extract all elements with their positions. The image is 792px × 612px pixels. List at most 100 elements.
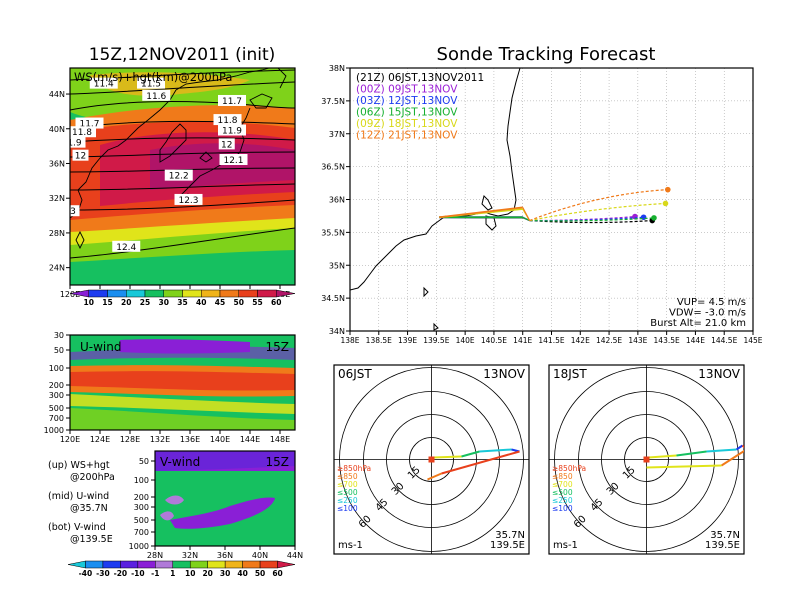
track-descent	[529, 189, 668, 222]
map-lat-label: 32N	[49, 194, 65, 203]
height-label-box	[174, 193, 203, 205]
colorbar-swatch	[276, 289, 296, 298]
track-lon-label: 138.5E	[366, 336, 392, 345]
colorbar-label: 40	[237, 569, 247, 578]
map-lon-label: 120E	[60, 290, 80, 299]
track-descent	[529, 219, 653, 224]
hodograph-time: 18JST	[553, 367, 587, 381]
hodograph-segment	[427, 472, 442, 481]
hodograph-segment	[646, 464, 722, 469]
colorbar-swatch	[102, 560, 121, 569]
title-left: 15Z,12NOV2011 (init)	[89, 45, 276, 65]
colorbar-swatch	[163, 289, 183, 298]
v-lat-label: 28N	[147, 551, 163, 560]
legend-line: @35.7N	[70, 503, 108, 514]
track-grid	[350, 68, 753, 331]
hodograph-segment	[648, 454, 677, 459]
hodograph-segment	[441, 450, 520, 475]
height-label-box	[219, 154, 248, 166]
hodograph-date: 13NOV	[483, 367, 525, 381]
hodograph-unit: ms-1	[338, 540, 363, 551]
hodograph-segment	[676, 450, 707, 457]
track-lon-label: 144.5E	[711, 336, 737, 345]
track-lon-label: 143.5E	[654, 336, 680, 345]
track-lat-label: 36.5N	[321, 163, 345, 172]
height-label-box	[164, 169, 193, 181]
height-label: 12.2	[169, 172, 189, 182]
v-panel-label: V-wind	[160, 455, 200, 469]
hodograph-level-key: ≤700	[337, 480, 358, 489]
colorbar-label: -10	[131, 569, 145, 578]
colorbar-swatch	[277, 560, 296, 569]
colorbar-swatch	[259, 560, 278, 569]
colorbar-label: 30	[159, 298, 169, 307]
u-p-label: 1000	[44, 426, 64, 435]
track-lat-label: 35.5N	[321, 228, 345, 237]
track-lat-label: 34.5N	[321, 294, 345, 303]
track-legend: (21Z) 06JST,13NOV2011(00Z) 09JST,13NOV(0…	[356, 72, 484, 142]
height-label: 12	[221, 140, 232, 150]
track-lon-label: 140.5E	[481, 336, 507, 345]
height-label: 11.8	[217, 116, 237, 126]
u-lon-label: 128E	[120, 435, 140, 444]
ws-band	[70, 250, 295, 285]
u-p-label: 30	[54, 331, 64, 340]
track-info-line: Burst Alt= 21.0 km	[650, 318, 746, 329]
legend-line: @139.5E	[70, 534, 113, 545]
colorbar-label: 20	[202, 569, 212, 578]
u-panel-time: 15Z	[266, 340, 290, 354]
v-p-label: 200	[134, 493, 149, 502]
colorbar-wind: -40 -30 -20 -10 -1 1 10 20 30 40 50 60	[67, 560, 296, 578]
hodograph-level-key: ≤250	[552, 496, 573, 505]
track-lon-label: 138E	[340, 336, 359, 345]
v-lat-axis: 28N 32N 36N 40N 44N	[147, 546, 303, 560]
u-lon-label: 136E	[180, 435, 200, 444]
colorbar-label: 50	[234, 298, 244, 307]
u-lon-label: 124E	[90, 435, 110, 444]
colorbar-swatch	[85, 560, 104, 569]
track-map-panel: (21Z) 06JST,13NOV2011(00Z) 09JST,13NOV(0…	[321, 64, 763, 345]
colorbar-swatch	[257, 289, 277, 298]
height-label-box	[137, 77, 165, 89]
v-lat-label: 40N	[252, 551, 268, 560]
colorbar-swatch	[182, 289, 202, 298]
colorbar-swatch	[126, 289, 146, 298]
hodograph-level-key: ≥850hPa	[337, 464, 371, 473]
colorbar-swatch	[201, 289, 221, 298]
ws-band	[90, 72, 250, 96]
hodograph-segment	[461, 450, 480, 458]
hodograph-level-key: ≤500	[337, 488, 358, 497]
hodograph-segment	[741, 444, 744, 449]
track-lat-label: 34N	[329, 327, 345, 336]
height-label-box	[213, 114, 242, 126]
u-lon-label: 148E	[270, 435, 290, 444]
colorbar-label: 30	[220, 569, 230, 578]
sonde-tracks	[439, 186, 671, 224]
height-label: 12.4	[116, 243, 136, 253]
map-lat-label: 40N	[49, 125, 65, 134]
track-lat-label: 38N	[329, 64, 345, 73]
hodograph-time: 06JST	[338, 367, 372, 381]
hodograph-level-key: ≤850	[552, 472, 573, 481]
colorbar-label: -1	[151, 569, 159, 578]
colorbar-swatch	[238, 289, 258, 298]
hodograph-segment	[479, 448, 512, 453]
colorbar-swatch	[219, 289, 239, 298]
v-panel-time: 15Z	[266, 455, 290, 469]
colorbar-label: 25	[140, 298, 150, 307]
track-info-line: VDW= -3.0 m/s	[669, 308, 746, 319]
legend-line: (bot) V-wind	[48, 522, 106, 533]
colorbar-label: 40	[196, 298, 206, 307]
track-descent-start	[522, 207, 531, 221]
hodograph-segment	[720, 449, 744, 467]
v-lat-label: 32N	[182, 551, 198, 560]
height-label-box	[218, 138, 235, 150]
hodograph-lat: 35.7N	[495, 530, 525, 541]
colorbar-swatch	[189, 560, 208, 569]
colorbar-swatch	[120, 560, 139, 569]
